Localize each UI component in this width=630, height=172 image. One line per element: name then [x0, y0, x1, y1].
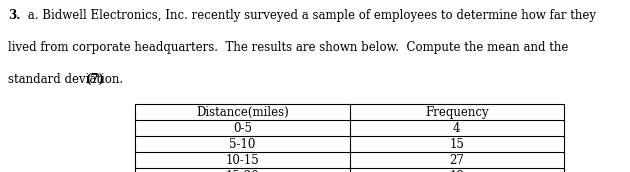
- Text: Distance(miles): Distance(miles): [196, 106, 289, 119]
- Text: lived from corporate headquarters.  The results are shown below.  Compute the me: lived from corporate headquarters. The r…: [8, 41, 568, 54]
- Text: 4: 4: [453, 122, 461, 135]
- Text: 0-5: 0-5: [233, 122, 252, 135]
- Text: (7): (7): [86, 73, 105, 86]
- Text: a. Bidwell Electronics, Inc. recently surveyed a sample of employees to determin: a. Bidwell Electronics, Inc. recently su…: [24, 9, 596, 23]
- Text: 10-15: 10-15: [226, 154, 260, 166]
- Text: 27: 27: [449, 154, 464, 166]
- Text: 15-20: 15-20: [226, 170, 260, 172]
- Text: Frequency: Frequency: [425, 106, 488, 119]
- Text: 18: 18: [449, 170, 464, 172]
- Text: 3.: 3.: [8, 9, 21, 23]
- Text: 5-10: 5-10: [229, 138, 256, 150]
- Text: 15: 15: [449, 138, 464, 150]
- Text: standard deviation.: standard deviation.: [8, 73, 127, 86]
